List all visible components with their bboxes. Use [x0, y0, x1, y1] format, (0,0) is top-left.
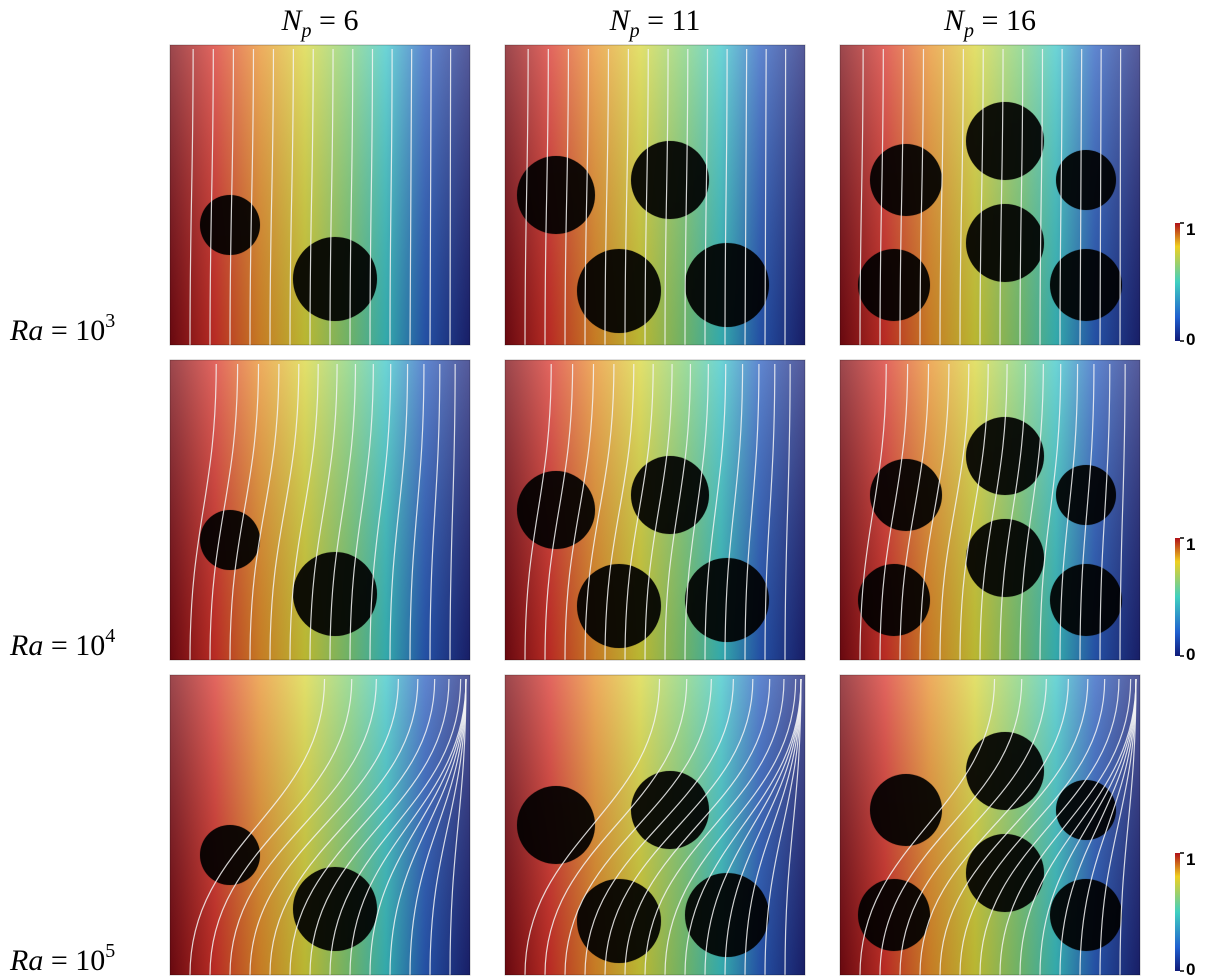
symbol: N — [943, 4, 966, 37]
symbol: N — [609, 4, 632, 37]
sphere — [870, 459, 942, 531]
simulation-panel — [840, 360, 1140, 660]
sphere — [858, 564, 930, 636]
colorbar-bracket — [1180, 853, 1184, 971]
sphere — [966, 102, 1044, 180]
sphere — [1050, 879, 1122, 951]
simulation-panel — [170, 45, 470, 345]
column-header: Np = 11 — [609, 4, 701, 42]
symbol: Ra — [9, 314, 43, 347]
relation: = 10 — [43, 314, 105, 347]
relation: = 11 — [640, 4, 701, 37]
colorbar-bracket — [1180, 223, 1184, 341]
relation: = 16 — [974, 4, 1036, 37]
isosurface-edge — [450, 49, 451, 345]
sphere — [577, 879, 661, 963]
subscript: p — [962, 20, 974, 42]
sphere — [966, 204, 1044, 282]
sphere — [966, 519, 1044, 597]
sphere — [631, 141, 709, 219]
colorbar — [1175, 853, 1180, 971]
simulation-panel — [170, 360, 470, 660]
column-header: Np = 6 — [281, 4, 359, 42]
colorbar — [1175, 538, 1180, 656]
sphere — [858, 879, 930, 951]
sphere — [517, 156, 595, 234]
symbol: Ra — [9, 629, 43, 662]
subscript: p — [628, 20, 640, 42]
colorbar-max: 1 — [1186, 535, 1195, 554]
colorbar-max: 1 — [1186, 220, 1195, 239]
sphere — [1056, 150, 1116, 210]
simulation-panel — [505, 675, 805, 975]
sphere — [577, 249, 661, 333]
relation: = 10 — [43, 944, 105, 977]
sphere — [1056, 780, 1116, 840]
colorbar-min: 0 — [1186, 645, 1195, 664]
colorbar-max: 1 — [1186, 850, 1195, 869]
relation: = 10 — [43, 629, 105, 662]
isosurface-edge — [1120, 49, 1121, 345]
superscript: 4 — [105, 625, 115, 647]
sphere — [870, 774, 942, 846]
colorbar-bracket — [1180, 538, 1184, 656]
colorbar-min: 0 — [1186, 330, 1195, 349]
simulation-panel — [840, 45, 1140, 345]
superscript: 3 — [105, 310, 115, 332]
page: Np = 6Np = 11Np = 16Ra = 10310Ra = 10410… — [0, 0, 1218, 980]
symbol: N — [281, 4, 304, 37]
row-label: Ra = 103 — [9, 310, 115, 347]
sphere — [858, 249, 930, 321]
column-header: Np = 16 — [943, 4, 1036, 42]
sphere — [685, 243, 769, 327]
simulation-panel — [505, 45, 805, 345]
symbol: Ra — [9, 944, 43, 977]
colorbar-min: 0 — [1186, 960, 1195, 979]
sphere — [517, 786, 595, 864]
sphere — [631, 456, 709, 534]
colorbar — [1175, 223, 1180, 341]
sphere — [685, 558, 769, 642]
superscript: 5 — [105, 940, 115, 962]
sphere — [870, 144, 942, 216]
sphere — [293, 237, 377, 321]
simulation-panel — [170, 675, 470, 975]
relation: = 6 — [312, 4, 359, 37]
sphere — [631, 771, 709, 849]
subscript: p — [300, 20, 312, 42]
sphere — [293, 867, 377, 951]
figure: Np = 6Np = 11Np = 16Ra = 10310Ra = 10410… — [0, 0, 1218, 980]
simulation-panel — [840, 675, 1140, 975]
sphere — [517, 471, 595, 549]
simulation-panel — [505, 360, 805, 660]
row-label: Ra = 105 — [9, 940, 115, 977]
row-label: Ra = 104 — [9, 625, 115, 662]
isosurface-edge — [785, 49, 786, 345]
sphere — [200, 510, 260, 570]
